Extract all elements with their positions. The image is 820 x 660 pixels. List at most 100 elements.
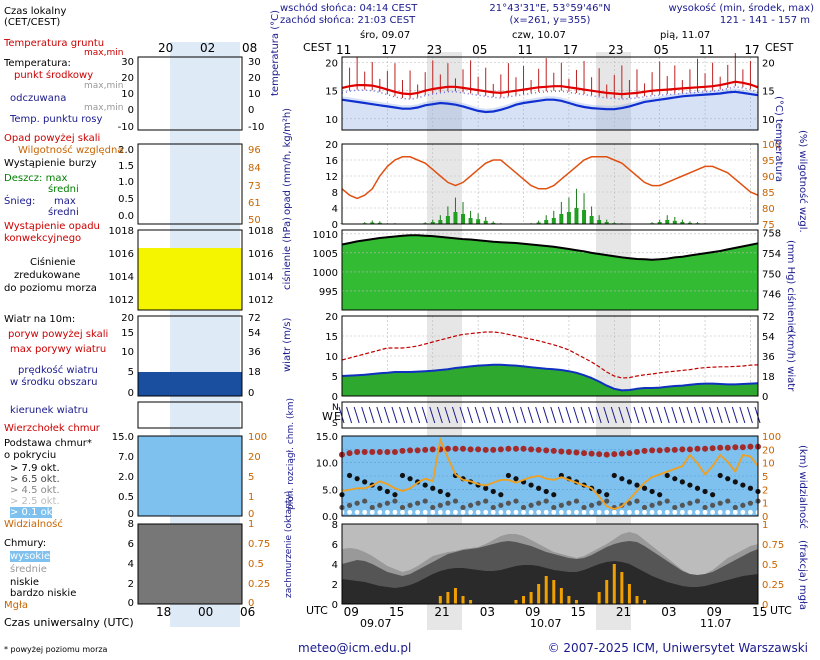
cloud-base-dot [467,502,474,508]
legend-temp: Temperatura: [4,58,71,69]
wind-arrow [633,406,640,424]
cloud-base-dot [543,509,549,515]
wind-arrow [572,406,579,424]
hour-label-bottom: 09 [525,605,540,619]
wind-arrow [368,406,375,424]
cloud-base-dot [354,509,360,515]
precip-bar [453,212,458,224]
cloud-base-dot [346,502,353,508]
wind-arrow [557,406,564,424]
y-tick-label-left: 0.0 [322,512,338,523]
y-tick-label-left: 8 [332,520,338,531]
wind-speed-line [341,363,759,392]
cloud-base-dot [596,509,602,515]
cloud-top-dot [528,446,535,453]
left-y-tick: 2.0 [118,145,134,156]
cloud-base-dot [422,482,428,488]
cloud-base-dot [415,500,421,506]
cloud-top-dot [656,447,663,454]
cloud-base-dot [452,498,459,504]
cloud-base-dot [445,509,451,515]
precip-bar [430,222,435,224]
y-tick-label-right: 758 [762,229,781,240]
left-y-tick-right: 72 [248,313,261,324]
wind-arrow [595,406,602,424]
cover-frame [341,523,759,605]
left-y-tick-right: 0.75 [248,539,270,550]
y-tick-label-right: 10 [762,115,775,126]
legend-cloudbase: Podstawa chmur* [4,438,92,449]
hour-label-bottom: 15 [752,605,767,619]
y-tick-label-left: 2 [332,580,338,591]
cloud-top-dot [739,444,746,451]
cloud-top-dot [724,444,731,451]
y-tick-label-right: 85 [762,188,775,199]
cloud-base-dot [490,509,496,515]
precip-bar [665,220,670,224]
cloud-top-dot [520,445,527,452]
y-tick-label-left: 12 [325,172,338,183]
hour-label-top: 17 [744,43,759,57]
cloud-base-dot [589,502,595,508]
precip-bar [597,220,602,224]
cloud-top-dot [354,449,361,455]
left-y-tick-right: 96 [248,145,261,156]
precip-bar [680,222,685,224]
cloud-base-dot [347,509,352,515]
left-y-tick-right: 0.5 [248,559,264,570]
cloud-base-dot [596,488,602,495]
ylabel-press-left: ciśnienie (hPa) [282,216,293,290]
left-y-tick-right: 0 [248,388,254,399]
compass-s: S [332,419,338,429]
fog-bar [544,576,548,604]
hour-label-bottom: 09 [707,605,722,619]
y-tick-label-left: 0 [332,392,338,403]
cloud-base-dot [740,509,746,515]
cloud-base-dot [694,485,701,491]
cloud-base-dot [634,482,640,488]
wind-arrow [346,406,353,424]
wind-arrow [429,406,436,424]
left-y-tick: 1016 [109,249,134,260]
left-y-tick: 0 [128,598,134,609]
cloud-base-dot [392,498,398,504]
cloud-base-dot [407,502,413,508]
left-y-tick: 0.5 [118,492,134,503]
precip-bar [672,220,677,224]
cloud-base-dot [543,488,549,495]
left-y-tick-right: 0 [248,509,254,520]
legend-precip-scale: Opad powyżej skali [4,133,101,144]
legend-low: niskie [10,577,40,588]
cloud-top-dot [618,450,625,457]
legend-vlow: bardzo niskie [10,588,77,599]
cloud-base-dot [528,509,534,515]
left-y-tick: 0 [128,388,134,399]
cloud-base-dot [672,476,678,482]
cloud-base-dot [505,472,511,479]
y-tick-label-left: 15.0 [316,432,338,443]
cloud-base-dot [475,500,481,506]
legend-storm: Wystąpienie burzy [4,158,97,169]
dewpoint-line [341,90,759,114]
cloud-base-dot [596,500,602,506]
ylabel-cover-right: (frakcja) mgła [797,540,808,610]
cloud-base-dot [430,509,436,515]
wind-gust-line [341,331,759,379]
wind-arrow [746,406,753,424]
cloud-base-dot [513,509,519,515]
left-y-tick: 2.0 [118,472,134,483]
cloud-base-dot [483,485,489,491]
hour-label-top: 11 [336,43,351,57]
legend-dewpoint: Temp. punktu rosy [10,114,103,125]
cloud-base-dot [362,498,368,504]
left-y-tick: 1012 [109,295,134,306]
cloud-base-dot [710,509,716,515]
left-y-tick: 10 [121,347,134,358]
y-tick-label-right: 0 [762,600,768,611]
left-y-tick-right: 30 [248,57,261,68]
wind-arrow [482,406,489,424]
left-panel-frame [137,315,243,397]
footer-email[interactable]: meteo@icm.edu.pl [298,641,412,655]
fog-bar [522,596,526,604]
wind-arrow [467,406,474,424]
